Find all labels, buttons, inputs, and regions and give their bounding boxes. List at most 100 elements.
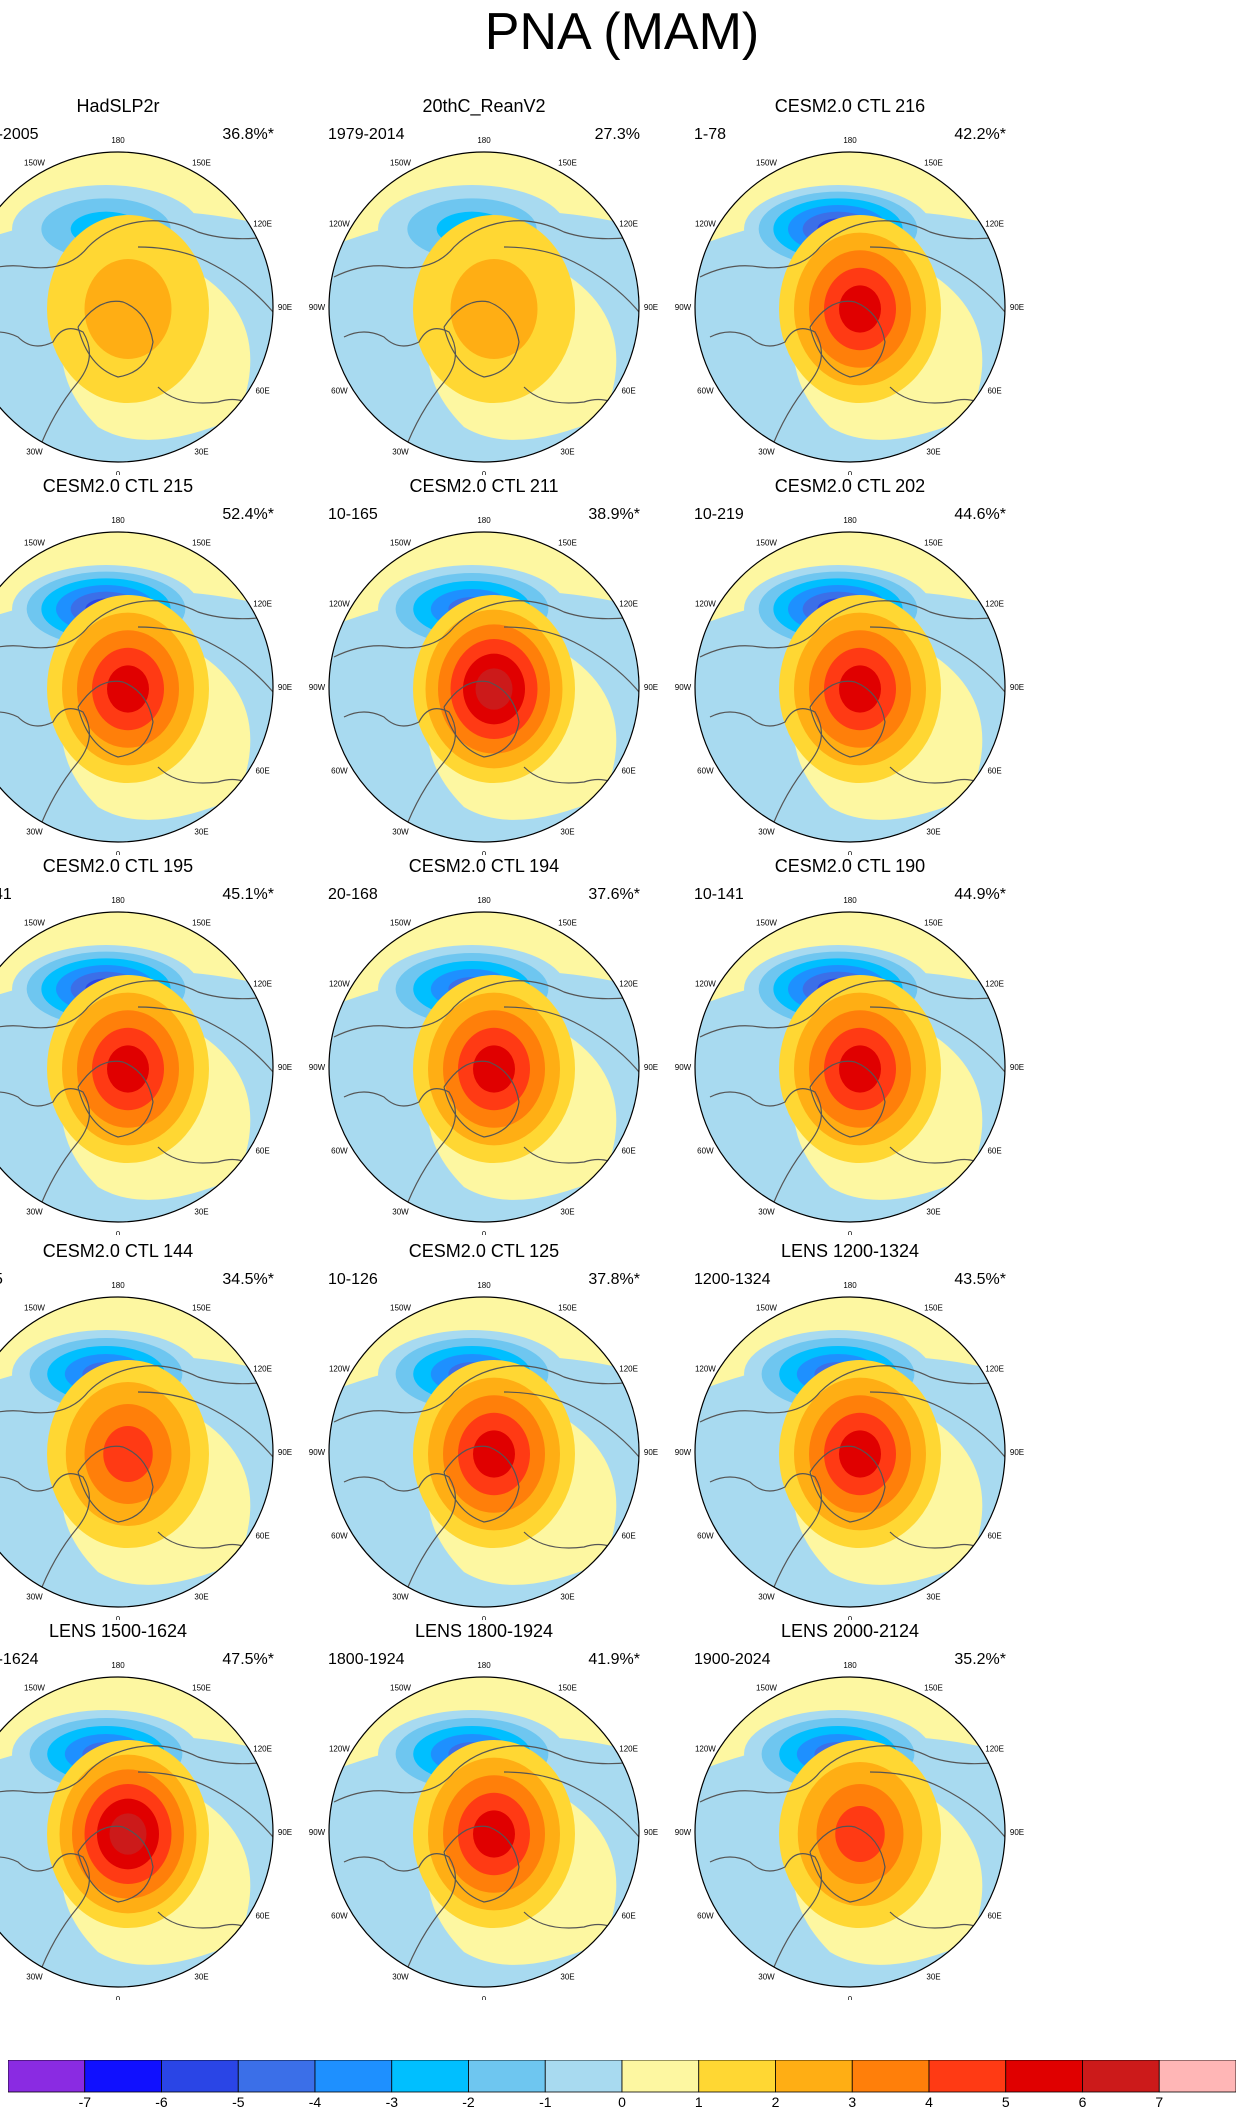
longitude-label: 30E bbox=[194, 1208, 208, 1217]
longitude-label: 150E bbox=[924, 918, 943, 927]
map-panel: LENS 1200-1324 1200-1324 43.5%* 180 150E 120E… bbox=[670, 1240, 1030, 1620]
colorbar-tick-label: 3 bbox=[848, 2094, 856, 2108]
contour-field bbox=[695, 912, 1005, 1222]
longitude-label: 150W bbox=[24, 918, 45, 927]
map-rim bbox=[0, 151, 274, 463]
longitude-label: 0 bbox=[116, 470, 121, 475]
panel-years: 10-141 bbox=[0, 886, 12, 903]
longitude-label: 60E bbox=[255, 387, 269, 396]
longitude-label: 120E bbox=[619, 980, 638, 989]
coastline bbox=[809, 1825, 886, 1903]
longitude-label: 0 bbox=[482, 470, 487, 475]
longitude-label: 0 bbox=[848, 1615, 853, 1620]
longitude-label: 180 bbox=[843, 1281, 857, 1290]
coastline bbox=[333, 220, 635, 278]
coastlines bbox=[0, 1745, 273, 1978]
longitude-label: 90E bbox=[278, 1448, 292, 1457]
longitude-label: 120W bbox=[329, 600, 350, 609]
longitude-label: 120E bbox=[253, 220, 272, 229]
coastline bbox=[343, 1473, 456, 1598]
longitude-label: 30E bbox=[194, 448, 208, 457]
longitude-label: 90E bbox=[1010, 303, 1024, 312]
coastline bbox=[333, 980, 635, 1038]
longitude-label: 150E bbox=[924, 158, 943, 167]
contour-field bbox=[329, 152, 639, 462]
coastline bbox=[869, 1006, 1005, 1073]
panel-title: LENS 1500-1624 bbox=[48, 1621, 188, 1641]
longitude-label: 180 bbox=[111, 516, 125, 525]
panel-title: LENS 1800-1924 bbox=[414, 1621, 554, 1641]
longitude-label: 30E bbox=[560, 448, 574, 457]
longitude-label: 150W bbox=[756, 1683, 777, 1692]
longitude-label: 90E bbox=[278, 683, 292, 692]
coastline bbox=[443, 1825, 520, 1903]
longitude-label: 0 bbox=[848, 1230, 853, 1235]
longitude-label: 150W bbox=[756, 918, 777, 927]
longitude-label: 30E bbox=[194, 1973, 208, 1982]
map-rim bbox=[0, 1296, 274, 1608]
panel-years: 1900-2024 bbox=[694, 1651, 771, 1668]
coastlines bbox=[699, 1745, 1005, 1978]
map-rim bbox=[328, 1676, 640, 1988]
coastlines bbox=[699, 980, 1005, 1213]
longitude-label: 120W bbox=[329, 1745, 350, 1754]
longitude-label: 60W bbox=[697, 767, 714, 776]
panel-variance: 42.2%* bbox=[954, 126, 1006, 143]
coastline bbox=[699, 220, 1001, 278]
longitude-label: 90W bbox=[309, 303, 326, 312]
coastline bbox=[333, 1745, 635, 1803]
longitude-label: 180 bbox=[843, 516, 857, 525]
coastlines bbox=[0, 980, 273, 1213]
contour-field bbox=[695, 1677, 1005, 1987]
longitude-label: 60W bbox=[331, 1912, 348, 1921]
longitude-label: 30E bbox=[560, 1208, 574, 1217]
coastline bbox=[869, 626, 1005, 693]
longitude-label: 30E bbox=[926, 1593, 940, 1602]
coastline bbox=[709, 708, 822, 833]
longitude-label: 30W bbox=[26, 828, 43, 837]
contour-field bbox=[0, 912, 273, 1222]
longitude-label: 150W bbox=[24, 158, 45, 167]
panel-title: CESM2.0 CTL 190 bbox=[774, 856, 926, 876]
map-panel: CESM2.0 CTL 194 20-168 37.6%* 180 150E 120E 90… bbox=[304, 855, 664, 1235]
longitude-label: 60E bbox=[621, 387, 635, 396]
panel-title: CESM2.0 CTL 211 bbox=[409, 476, 559, 496]
coastline bbox=[443, 1060, 520, 1138]
longitude-label: 120E bbox=[253, 600, 272, 609]
longitude-label: 30E bbox=[560, 828, 574, 837]
coastline bbox=[443, 300, 520, 378]
coastline bbox=[137, 1391, 273, 1458]
panel-title: CESM2.0 CTL 216 bbox=[774, 96, 926, 116]
longitude-label: 120E bbox=[985, 220, 1004, 229]
longitude-label: 180 bbox=[111, 896, 125, 905]
colorbar: -7 -6 -5 -4 -3 -2 -1 0 1 2 3 4 5 6 7 bbox=[8, 2060, 1236, 2108]
panel-title: LENS 1200-1324 bbox=[780, 1241, 920, 1261]
longitude-label: 30W bbox=[26, 1973, 43, 1982]
coastlines bbox=[333, 1365, 639, 1598]
coastline bbox=[699, 1365, 1001, 1423]
longitude-label: 150W bbox=[390, 1683, 411, 1692]
colorbar-tick-label: 4 bbox=[925, 2094, 933, 2108]
longitude-label: 180 bbox=[477, 516, 491, 525]
panel-variance: 44.6%* bbox=[954, 506, 1006, 523]
coastline bbox=[0, 1745, 269, 1803]
colorbar-swatch bbox=[851, 2060, 930, 2093]
longitude-label: 120E bbox=[619, 1365, 638, 1374]
longitude-label: 120E bbox=[253, 1745, 272, 1754]
longitude-label: 120W bbox=[329, 980, 350, 989]
coastline bbox=[809, 680, 886, 758]
longitude-label: 30E bbox=[926, 828, 940, 837]
longitude-label: 90E bbox=[1010, 1828, 1024, 1837]
longitude-label: 120E bbox=[619, 220, 638, 229]
contour-field bbox=[0, 532, 273, 842]
longitude-label: 60E bbox=[621, 767, 635, 776]
longitude-label: 90E bbox=[278, 1063, 292, 1072]
map-rim bbox=[328, 911, 640, 1223]
high-contour bbox=[84, 259, 172, 359]
longitude-label: 90E bbox=[644, 1448, 658, 1457]
longitude-label: 30W bbox=[392, 448, 409, 457]
longitude-label: 30W bbox=[392, 1208, 409, 1217]
